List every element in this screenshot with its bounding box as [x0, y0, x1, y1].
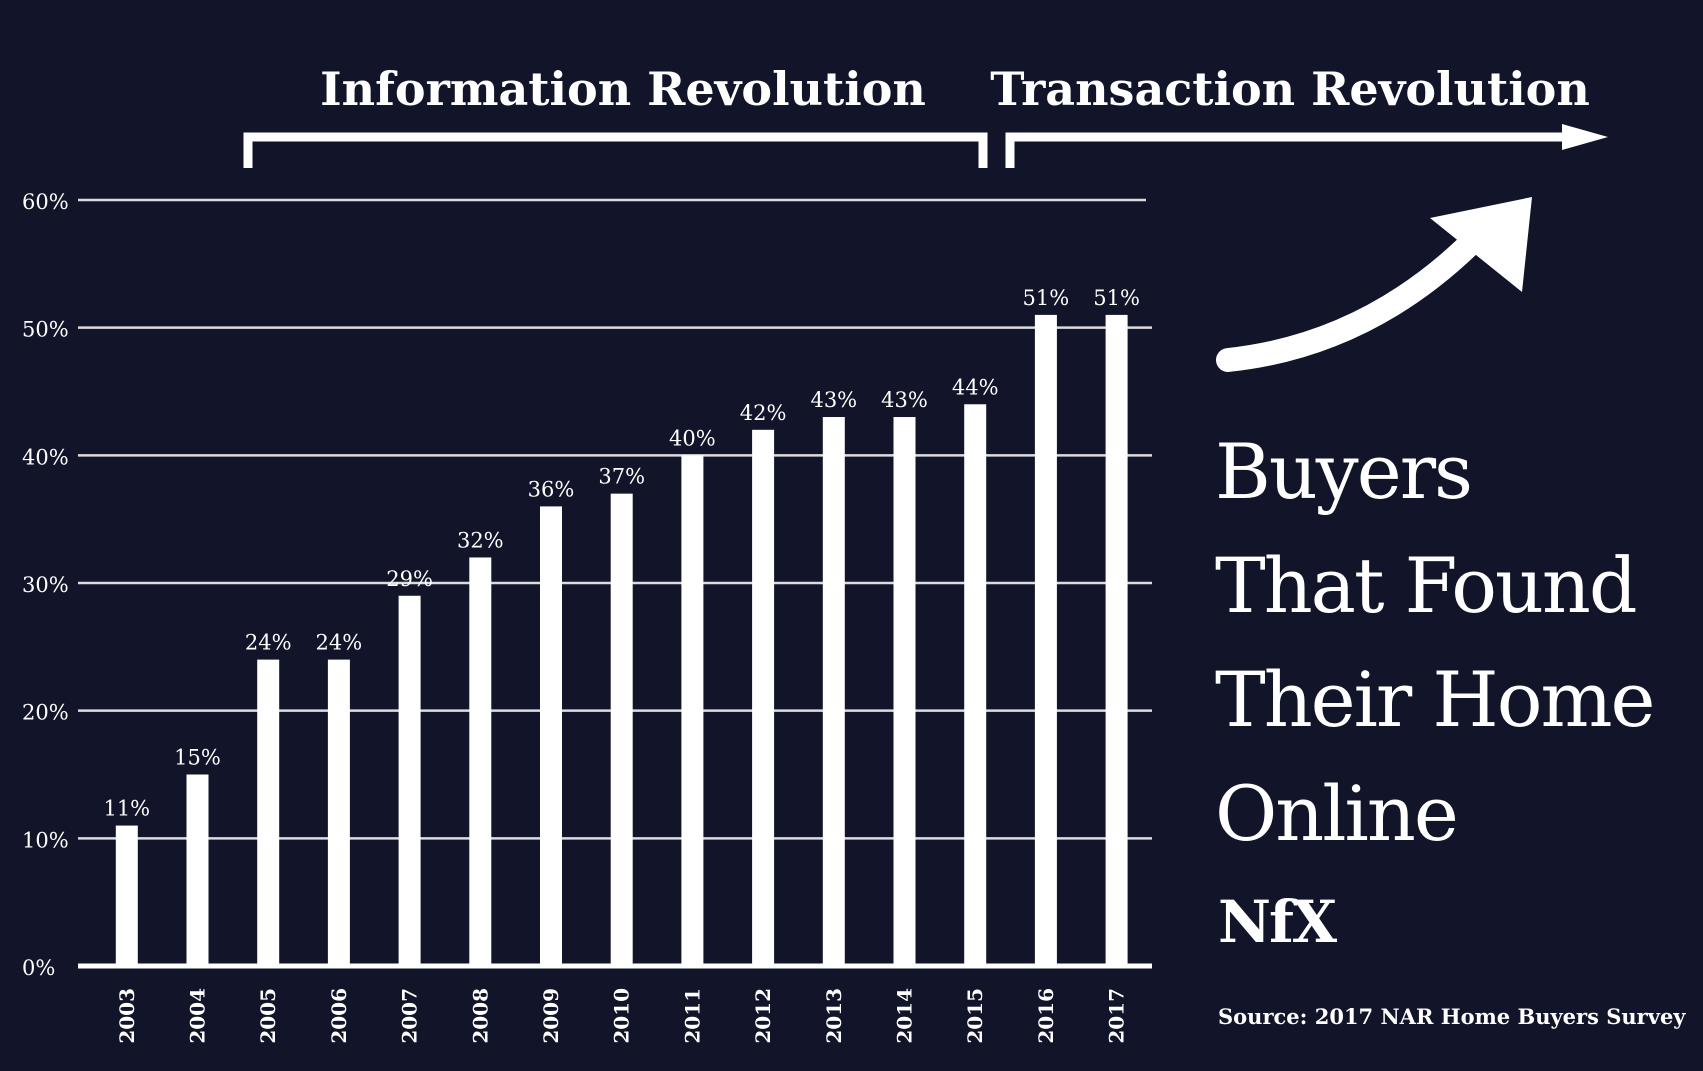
y-tick-label: 30%	[22, 573, 69, 597]
bars	[115, 314, 1128, 966]
bar	[327, 659, 350, 966]
bar-value-label: 42%	[740, 401, 787, 425]
bar	[398, 595, 421, 966]
bar-value-label: 32%	[457, 528, 504, 552]
x-tick-label: 2004	[186, 988, 210, 1044]
x-axis-ticks: 2003 2004 2005 2006 2007 2008 2009 2010 2011 2012…	[115, 988, 1129, 1044]
x-tick-label: 2006	[327, 988, 351, 1044]
x-tick-label: 2005	[256, 988, 280, 1044]
bar-value-label: 43%	[881, 388, 928, 412]
y-tick-label: 20%	[22, 701, 69, 725]
x-tick-label: 2016	[1034, 988, 1058, 1044]
bar-value-label: 29%	[386, 567, 433, 591]
x-tick-label: 2014	[893, 988, 917, 1044]
bar	[540, 506, 562, 966]
x-tick-label: 2008	[468, 988, 492, 1044]
bar	[681, 455, 704, 966]
x-tick-label: 2007	[398, 988, 422, 1044]
y-tick-label: 40%	[22, 445, 69, 469]
x-tick-label: 2017	[1105, 988, 1129, 1044]
x-tick-label: 2013	[822, 988, 846, 1044]
bar	[893, 417, 916, 966]
nfx-logo: NfX	[1218, 888, 1337, 956]
bar-value-label: 40%	[669, 426, 716, 450]
period-label-information: Information Revolution	[320, 62, 926, 116]
bar-value-label: 36%	[528, 477, 575, 501]
bar	[822, 417, 845, 966]
bar	[469, 557, 492, 966]
bar-value-label: 51%	[1093, 286, 1140, 310]
bar-value-label: 51%	[1023, 286, 1070, 310]
x-tick-label: 2011	[680, 988, 704, 1044]
y-tick-label: 10%	[22, 828, 69, 852]
y-tick-label: 60%	[22, 190, 69, 214]
side-title-line: Buyers	[1215, 427, 1473, 516]
bar	[257, 659, 280, 966]
bar	[1034, 314, 1057, 966]
bar	[752, 429, 775, 966]
x-tick-label: 2015	[963, 988, 987, 1044]
trend-arrow-icon	[1216, 197, 1532, 372]
bar	[1105, 314, 1128, 966]
y-tick-label: 0%	[22, 956, 55, 980]
bar-value-label: 44%	[952, 375, 999, 399]
bar-value-label: 11%	[103, 797, 150, 821]
information-bracket	[243, 132, 988, 168]
y-tick-label: 50%	[22, 318, 69, 342]
bar-value-label: 24%	[245, 631, 292, 655]
source-note: Source: 2017 NAR Home Buyers Survey	[1218, 1004, 1686, 1029]
x-tick-label: 2009	[539, 988, 563, 1044]
x-tick-label: 2012	[751, 988, 775, 1044]
side-title-line: Their Home	[1215, 655, 1656, 744]
transaction-arrow-head	[1562, 124, 1608, 150]
x-tick-label: 2003	[115, 988, 139, 1044]
bar	[964, 404, 987, 966]
data-labels: 11% 15% 24% 24% 29% 32% 36% 37% 40% 42% 43% 43% 44% 5…	[103, 286, 1139, 821]
bar	[115, 825, 138, 966]
bar	[610, 493, 633, 966]
side-title: Buyers That Found Their Home Online	[1215, 415, 1685, 871]
bar-value-label: 24%	[316, 631, 363, 655]
y-axis-ticks: 0% 10% 20% 30% 40% 50% 60%	[22, 190, 69, 980]
period-label-transaction: Transaction Revolution	[990, 62, 1590, 116]
x-tick-label: 2010	[610, 988, 634, 1044]
side-title-line: That Found	[1215, 541, 1638, 630]
side-title-line: Online	[1215, 769, 1459, 858]
period-brackets: Information Revolution Transaction Revol…	[243, 62, 1608, 168]
transaction-bracket	[1005, 132, 1565, 168]
bar	[186, 774, 209, 966]
bar-value-label: 43%	[810, 388, 857, 412]
bar-value-label: 37%	[598, 465, 645, 489]
bar-value-label: 15%	[174, 746, 221, 770]
